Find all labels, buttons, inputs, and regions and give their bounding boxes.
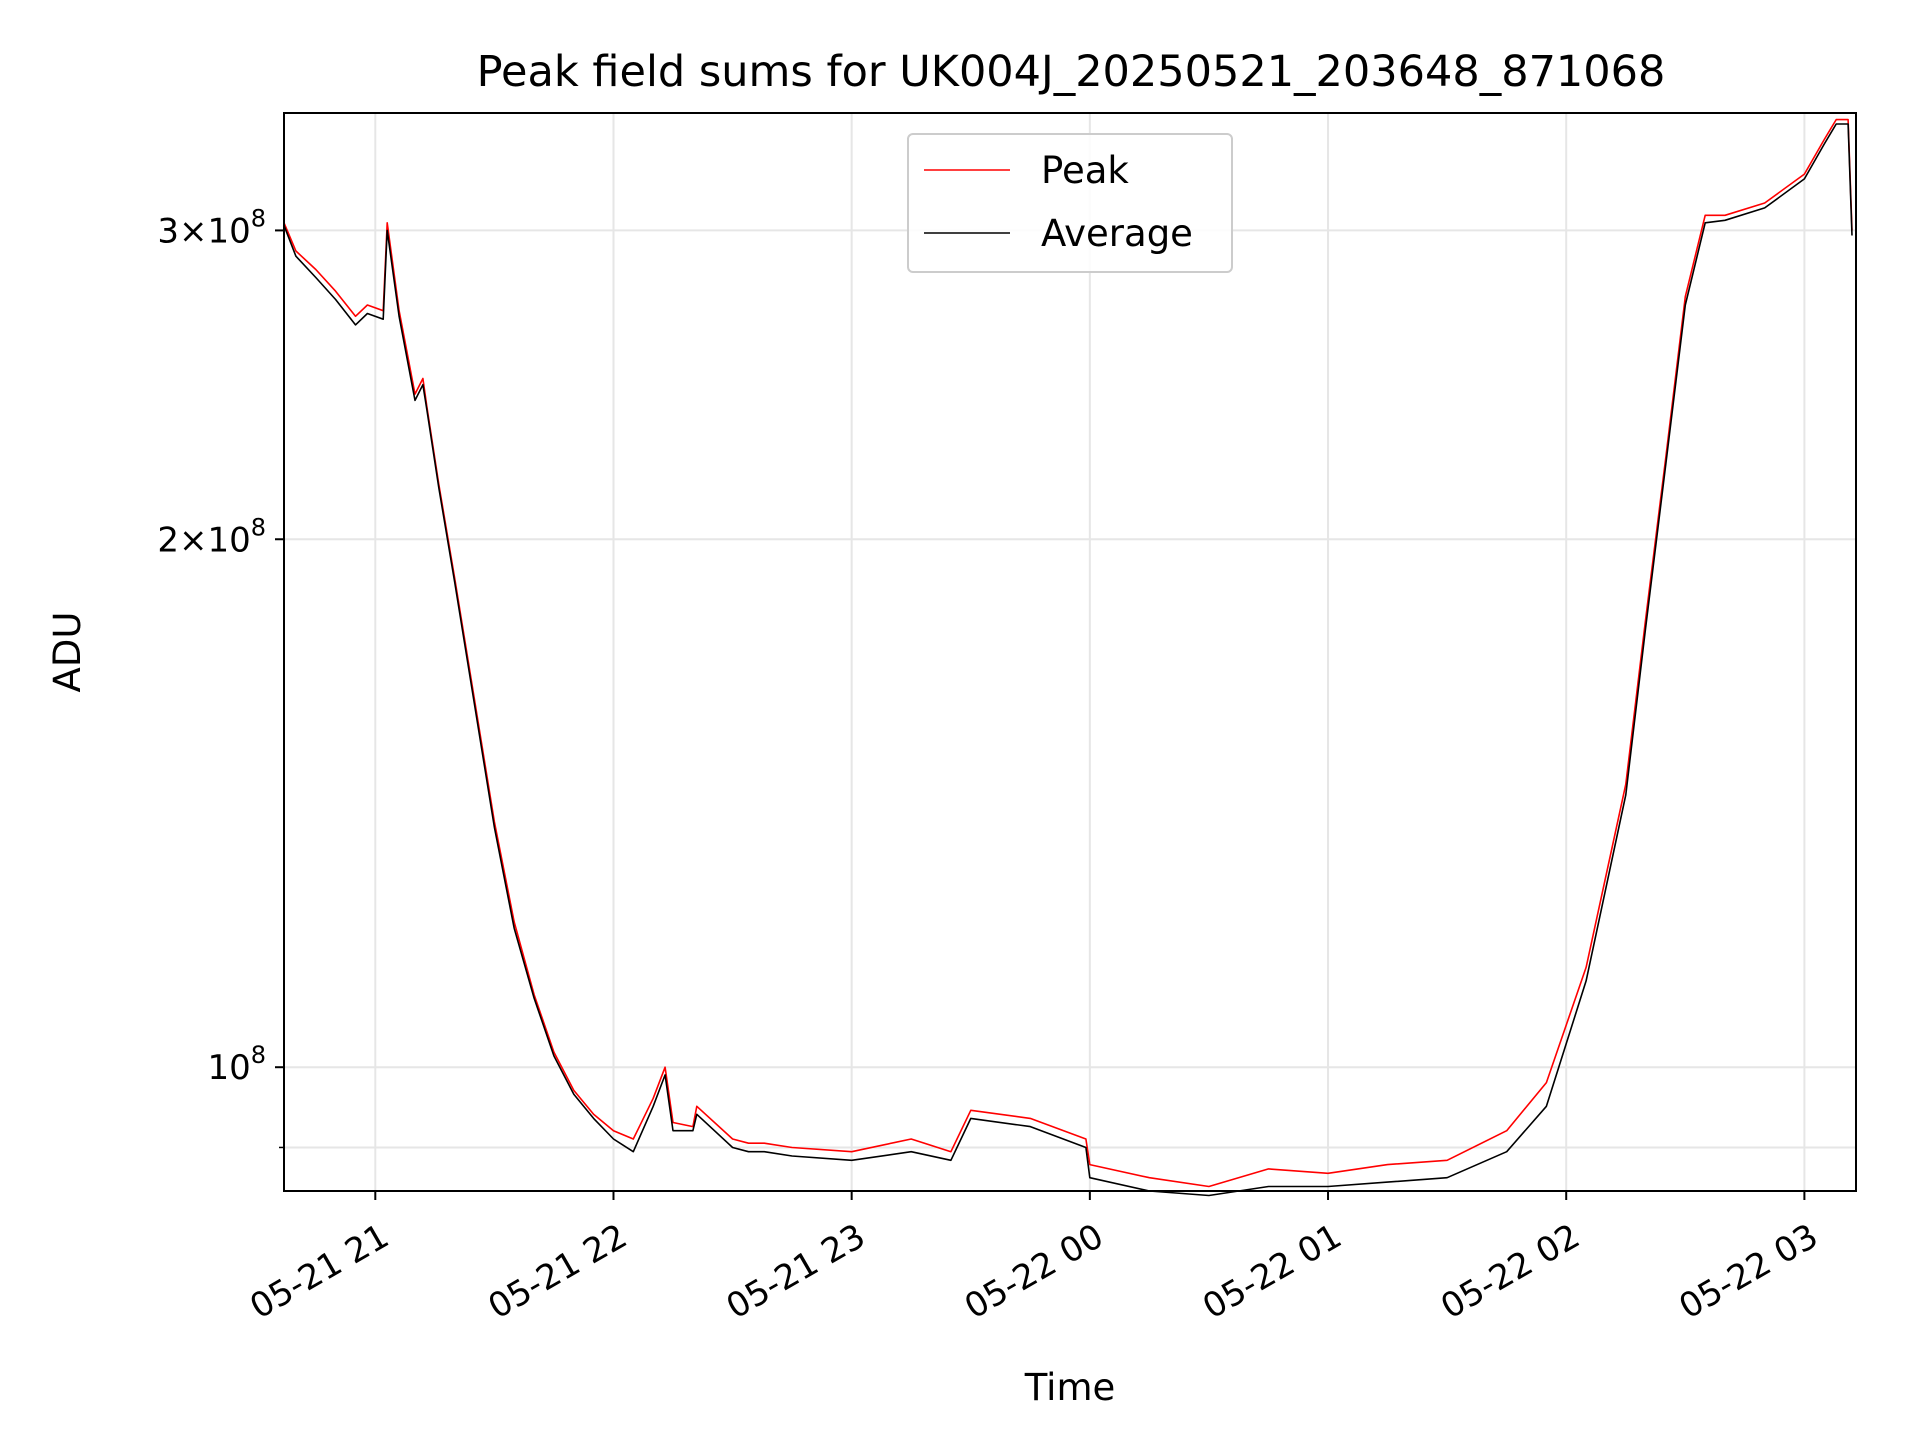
- y-axis-label: ADU: [46, 612, 89, 693]
- y-tick-label: 3×108: [157, 204, 266, 251]
- x-axis-label: Time: [1024, 1366, 1116, 1409]
- series-line-peak: [283, 118, 1853, 1188]
- legend-label-average: Average: [1041, 212, 1193, 255]
- series-line-average: [283, 123, 1853, 1197]
- y-tick-label: 108: [207, 1041, 266, 1088]
- chart-title: Peak field sums for UK004J_20250521_2036…: [477, 47, 1666, 97]
- series-lines: [283, 118, 1853, 1197]
- legend: Peak Average: [907, 133, 1233, 273]
- plot-frame: [283, 112, 1857, 1192]
- y-tick-label: 2×108: [157, 513, 266, 560]
- legend-box: [907, 133, 1233, 273]
- y-axis: 108 2×108 3×108: [157, 204, 284, 1149]
- legend-label-peak: Peak: [1041, 149, 1129, 192]
